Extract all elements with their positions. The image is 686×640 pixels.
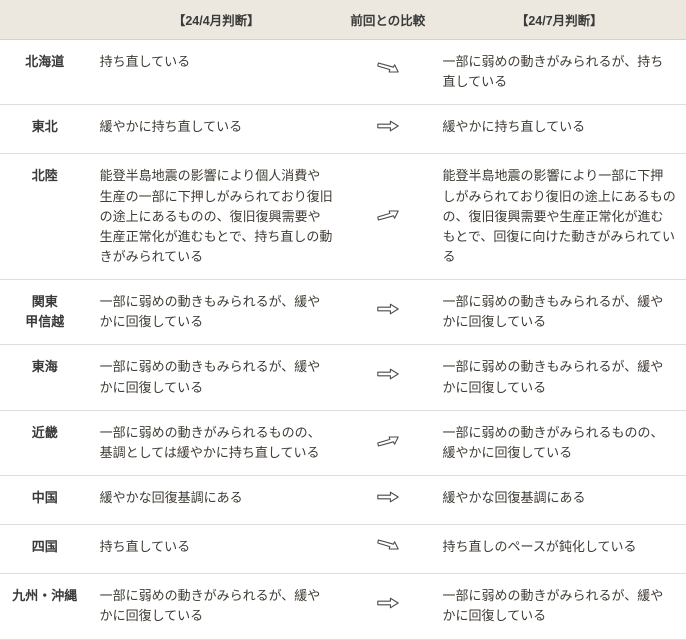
header-region [0,0,90,40]
region-name: 東北 [0,105,90,154]
region-name: 九州・沖縄 [0,574,90,639]
header-july: 【24/7月判断】 [433,0,686,40]
table-row: 東海一部に弱めの動きもみられるが、緩やかに回復している一部に弱めの動きもみられる… [0,345,686,410]
comparison-arrow-cell [343,154,433,280]
april-assessment: 一部に弱めの動きがみられるが、緩やかに回復している [90,574,343,639]
region-name: 関東 甲信越 [0,280,90,345]
table-row: 近畿一部に弱めの動きがみられるものの、基調としては緩やかに持ち直している 一部に弱… [0,410,686,475]
april-assessment: 緩やかな回復基調にある [90,475,343,524]
arrow-down-icon [376,543,400,558]
table-row: 四国持ち直している 持ち直しのペースが鈍化している [0,525,686,574]
table-row: 中国緩やかな回復基調にある緩やかな回復基調にある [0,475,686,524]
table-row: 九州・沖縄一部に弱めの動きがみられるが、緩やかに回復している一部に弱めの動きがみ… [0,574,686,639]
july-assessment: 一部に弱めの動きもみられるが、緩やかに回復している [433,345,686,410]
header-april: 【24/4月判断】 [90,0,343,40]
arrow-up-icon [376,211,400,226]
table-row: 関東 甲信越一部に弱めの動きもみられるが、緩やかに回復している一部に弱めの動きも… [0,280,686,345]
april-assessment: 持ち直している [90,40,343,105]
april-assessment: 一部に弱めの動きがみられるものの、基調としては緩やかに持ち直している [90,410,343,475]
comparison-arrow-cell [343,525,433,574]
july-assessment: 一部に弱めの動きもみられるが、緩やかに回復している [433,280,686,345]
arrow-flat-icon [376,494,400,509]
july-assessment: 一部に弱めの動きがみられるものの、緩やかに回復している [433,410,686,475]
comparison-arrow-cell [343,280,433,345]
regional-assessment-table: 【24/4月判断】 前回との比較 【24/7月判断】 北海道持ち直している一部に… [0,0,686,640]
comparison-arrow-cell [343,105,433,154]
region-name: 北陸 [0,154,90,280]
arrow-flat-icon [376,600,400,615]
comparison-arrow-cell [343,574,433,639]
july-assessment: 緩やかに持ち直している [433,105,686,154]
region-name: 四国 [0,525,90,574]
april-assessment: 一部に弱めの動きもみられるが、緩やかに回復している [90,345,343,410]
april-assessment: 能登半島地震の影響により個人消費や生産の一部に下押しがみられており復旧の途上にあ… [90,154,343,280]
july-assessment: 一部に弱めの動きがみられるが、緩やかに回復している [433,574,686,639]
table-row: 北陸能登半島地震の影響により個人消費や生産の一部に下押しがみられており復旧の途上… [0,154,686,280]
april-assessment: 緩やかに持ち直している [90,105,343,154]
table-row: 北海道持ち直している 一部に弱めの動きがみられるが、持ち直している [0,40,686,105]
arrow-flat-icon [376,306,400,321]
region-name: 近畿 [0,410,90,475]
arrow-flat-icon [376,371,400,386]
july-assessment: 持ち直しのペースが鈍化している [433,525,686,574]
arrow-up-icon [376,437,400,452]
july-assessment: 緩やかな回復基調にある [433,475,686,524]
comparison-arrow-cell [343,475,433,524]
comparison-arrow-cell [343,410,433,475]
april-assessment: 持ち直している [90,525,343,574]
table-row: 東北緩やかに持ち直している緩やかに持ち直している [0,105,686,154]
comparison-arrow-cell [343,40,433,105]
april-assessment: 一部に弱めの動きもみられるが、緩やかに回復している [90,280,343,345]
arrow-down-icon [376,66,400,81]
region-name: 東海 [0,345,90,410]
region-name: 中国 [0,475,90,524]
comparison-arrow-cell [343,345,433,410]
arrow-flat-icon [376,123,400,138]
july-assessment: 能登半島地震の影響により一部に下押しがみられており復旧の途上にあるものの、復旧復… [433,154,686,280]
july-assessment: 一部に弱めの動きがみられるが、持ち直している [433,40,686,105]
header-comparison: 前回との比較 [343,0,433,40]
region-name: 北海道 [0,40,90,105]
table-header-row: 【24/4月判断】 前回との比較 【24/7月判断】 [0,0,686,40]
